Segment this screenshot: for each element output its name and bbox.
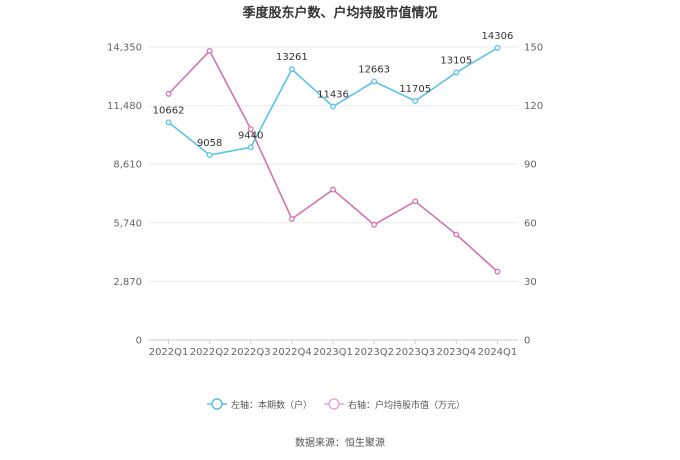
right-tick-label: 30 [524,277,537,288]
x-tick-label: 2024Q1 [478,347,518,358]
left-tick-label: 5,740 [113,218,142,229]
x-tick-label: 2023Q1 [313,347,353,358]
data-label: 12663 [358,64,390,75]
left-tick-label: 0 [136,336,142,347]
data-point-right[interactable] [412,198,419,205]
right-tick-label: 0 [524,336,530,347]
legend-marker-households [211,398,223,410]
data-point-left[interactable] [453,69,460,76]
legend-item-avg-value[interactable]: 右轴：户均持股市值（万元） [324,398,465,411]
data-point-right[interactable] [494,268,501,275]
legend-label-households: 左轴：本期数（户） [231,399,312,411]
data-label: 11436 [317,89,349,100]
data-point-right[interactable] [330,186,336,193]
data-point-left[interactable] [288,66,295,73]
data-point-right[interactable] [247,126,254,132]
legend: 左轴：本期数（户） 右轴：户均持股市值（万元） [207,398,465,411]
x-tick-label: 2023Q3 [395,347,435,358]
data-point-left[interactable] [165,119,172,126]
left-tick-label: 8,610 [113,160,142,171]
x-tick-label: 2023Q2 [354,347,394,358]
data-point-left[interactable] [330,103,336,110]
x-tick-label: 2023Q4 [436,347,476,358]
left-tick-label: 11,480 [107,101,142,112]
right-tick-label: 90 [524,160,537,171]
series-layer: 10662 9058 9440 13261 11436 12663 11705 13105 14… [153,31,514,275]
data-label: 13105 [440,55,472,66]
left-axis: 0 2,870 5,740 8,610 11,480 14,350 [107,43,142,347]
data-label: 11705 [399,84,431,95]
data-point-right[interactable] [288,215,295,222]
right-tick-label: 150 [524,43,543,54]
legend-marker-avg-value [328,398,340,410]
data-point-right[interactable] [165,90,172,97]
data-label: 9058 [197,138,222,149]
x-tick-label: 2022Q1 [149,347,189,358]
data-point-right[interactable] [453,231,460,238]
data-source: 数据来源：恒生聚源 [295,436,385,449]
data-point-right[interactable] [371,221,378,228]
data-point-left[interactable] [206,152,213,159]
x-tick-label: 2022Q3 [231,347,271,358]
chart-title: 季度股东户数、户均持股市值情况 [241,5,437,21]
right-tick-label: 120 [524,101,543,112]
x-tick-label: 2022Q4 [272,347,312,358]
legend-item-households[interactable]: 左轴：本期数（户） [207,398,312,411]
left-tick-label: 2,870 [113,277,142,288]
legend-label-avg-value: 右轴：户均持股市值（万元） [348,399,465,411]
data-point-right[interactable] [206,47,213,54]
x-tick-label: 2022Q2 [190,347,230,358]
data-label: 10662 [153,105,185,116]
left-tick-label: 14,350 [107,43,142,54]
right-tick-label: 60 [524,218,537,229]
data-point-left[interactable] [412,98,419,104]
data-label: 13261 [276,52,308,63]
data-point-left[interactable] [371,78,378,85]
series-line-right [167,49,498,273]
data-point-left[interactable] [494,44,501,51]
data-point-left[interactable] [247,144,254,151]
right-axis: 0 30 60 90 120 150 [524,43,543,347]
data-label: 9440 [238,130,263,141]
data-label: 14306 [482,31,514,42]
x-axis: 2022Q1 2022Q2 2022Q3 2022Q4 2023Q1 2023Q2 2023… [149,340,518,358]
